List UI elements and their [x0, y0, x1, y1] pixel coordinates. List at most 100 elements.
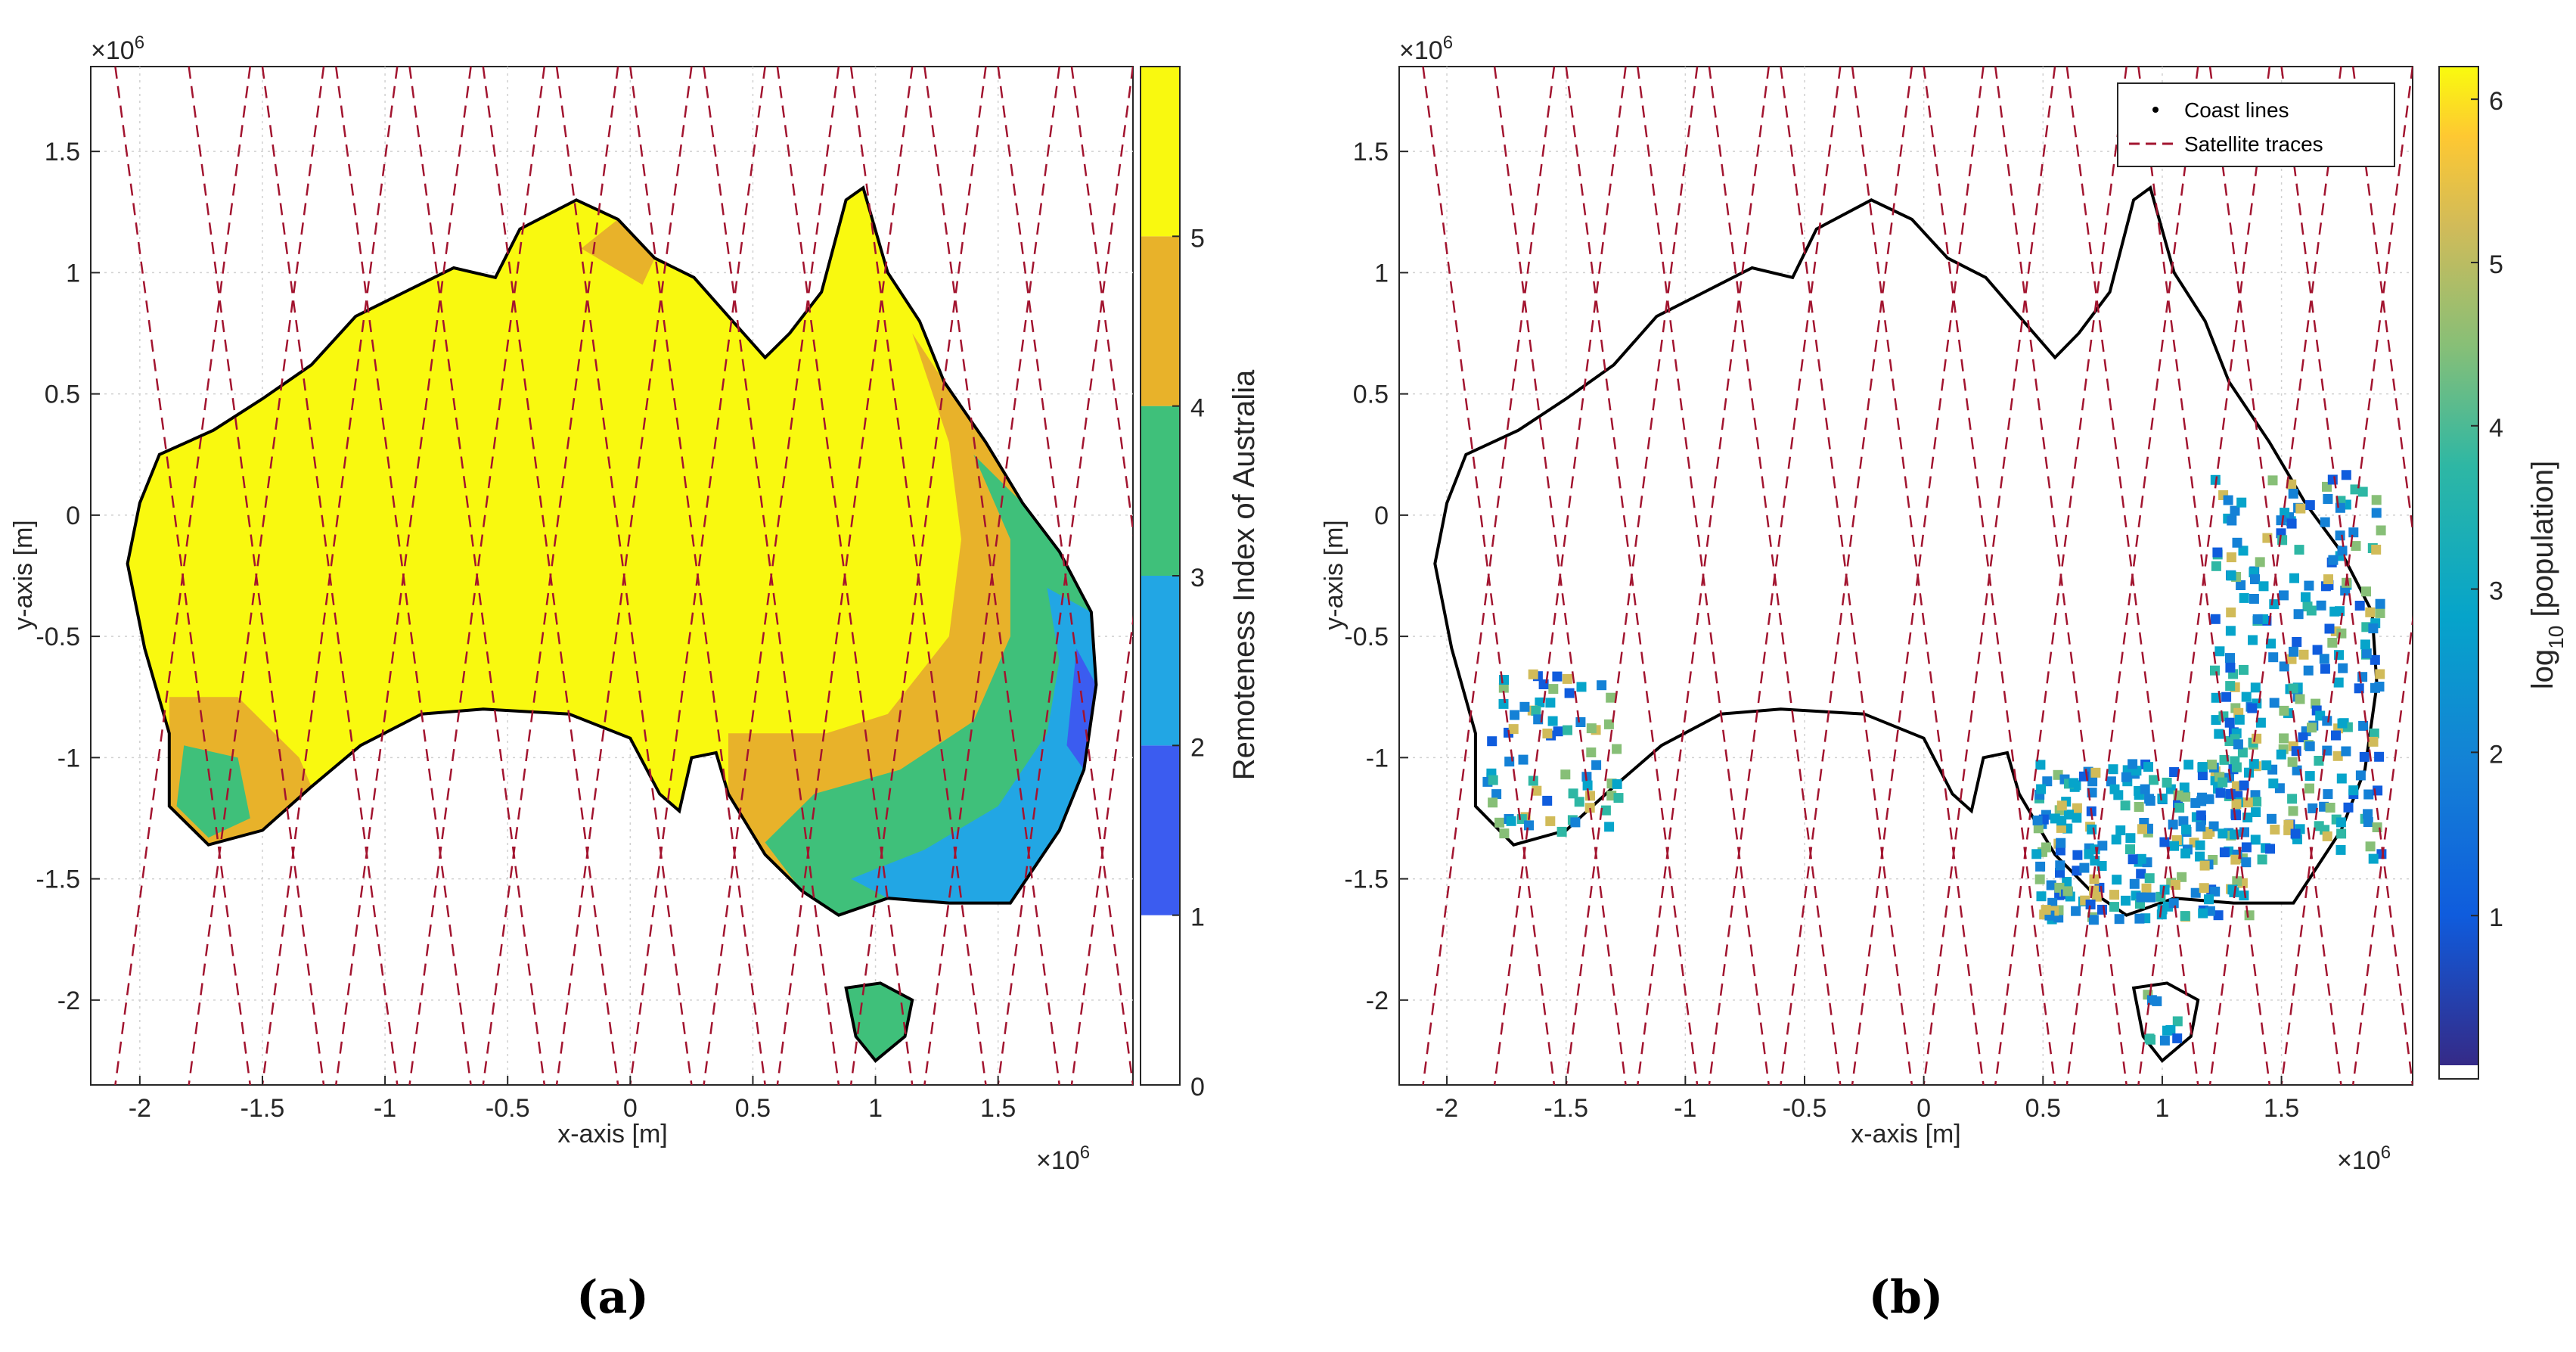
population-cell	[2162, 1025, 2172, 1036]
population-cell	[2286, 654, 2297, 664]
population-cell	[2062, 877, 2072, 887]
population-cell	[2327, 638, 2338, 648]
population-cell	[2365, 841, 2376, 852]
population-cell	[2247, 703, 2258, 713]
population-cell	[1562, 673, 1572, 684]
population-cell	[2136, 892, 2146, 903]
satellite-trace	[2280, 67, 2413, 1085]
y-tick-label: -2	[57, 987, 80, 1015]
population-cell	[2308, 803, 2318, 813]
x-tick-label: 1	[868, 1094, 883, 1123]
population-cell	[1498, 682, 1509, 693]
population-cell	[1613, 793, 1624, 803]
population-cell	[2286, 479, 2297, 490]
y-tick-label: 1	[66, 259, 80, 287]
population-cell	[2306, 605, 2317, 616]
population-cell	[2211, 561, 2221, 571]
population-cell	[1604, 822, 1615, 832]
population-cell	[1524, 820, 1534, 831]
population-cell	[2196, 810, 2206, 821]
population-cell	[2348, 527, 2359, 538]
colorbar-segment	[1141, 236, 1180, 406]
population-cell	[2221, 692, 2232, 702]
population-cell	[1570, 817, 1581, 828]
population-cell	[2227, 515, 2237, 526]
population-cell	[2097, 841, 2108, 851]
population-cell	[2134, 913, 2145, 924]
population-cell	[1542, 795, 1553, 806]
colorbar-tick-label: 1	[2489, 903, 2503, 932]
y-axis-label-b: y-axis [m]	[1320, 520, 1349, 629]
population-cell	[2223, 495, 2233, 505]
x-tick-label: -0.5	[486, 1094, 530, 1123]
satellite-trace	[629, 67, 766, 1085]
population-cell	[1545, 816, 1556, 826]
population-cell	[2337, 718, 2348, 729]
colorbar-tick-label: 4	[1190, 394, 1205, 423]
population-cell	[2304, 741, 2315, 751]
population-cell	[2087, 824, 2097, 835]
population-cell	[2319, 654, 2329, 664]
population-cell	[2325, 803, 2335, 813]
population-cell	[2368, 736, 2379, 747]
population-cell	[1597, 680, 1607, 691]
colorbar-remoteness: 0 1 2 3 4 5	[1140, 66, 1205, 1102]
population-cell	[2168, 898, 2179, 909]
population-cell	[2265, 844, 2275, 854]
satellite-trace	[408, 67, 546, 1085]
satellite-trace	[555, 67, 693, 1085]
population-cell	[2226, 552, 2236, 563]
colorbar-gradient	[2439, 67, 2478, 1065]
population-cell	[2357, 486, 2368, 497]
population-cell	[2090, 856, 2100, 866]
population-cell	[2323, 494, 2333, 504]
region-regional-west	[176, 745, 250, 838]
population-cell	[2368, 623, 2379, 634]
population-cell	[2125, 844, 2135, 854]
legend-coast-lines: Coast lines	[2184, 98, 2289, 122]
colorbar-tick-label: 0	[1190, 1073, 1205, 1102]
population-cell	[2212, 547, 2223, 558]
population-cell	[2097, 904, 2107, 915]
population-cell	[2056, 816, 2067, 826]
population-cell	[2239, 890, 2249, 901]
population-cell	[2323, 789, 2333, 800]
population-cell	[2255, 717, 2266, 728]
population-cell	[1585, 791, 1595, 801]
population-cell	[2348, 785, 2359, 796]
population-cell	[2269, 599, 2280, 610]
population-cell	[2214, 646, 2225, 657]
population-cell	[2279, 733, 2289, 744]
population-cell	[2327, 474, 2338, 485]
x-tick-label: -1.5	[1544, 1094, 1588, 1123]
satellite-trace	[1070, 614, 1133, 1085]
population-cell	[2033, 823, 2044, 834]
satellite-trace	[1565, 67, 1699, 1085]
population-cell	[2055, 860, 2065, 871]
population-cell	[2211, 715, 2221, 726]
population-cell	[2304, 500, 2315, 511]
population-cell	[2156, 909, 2167, 920]
population-cell	[2109, 784, 2120, 794]
population-cell	[2343, 802, 2354, 813]
population-cell	[2351, 541, 2361, 552]
x-tick-label: 0	[1916, 1094, 1931, 1123]
colorbar-segment	[1141, 67, 1180, 237]
x-tick-label: 0.5	[2025, 1094, 2061, 1123]
population-cell	[2332, 751, 2343, 761]
x-tick-label: -1	[1674, 1094, 1696, 1123]
population-cell	[2055, 868, 2065, 878]
population-cell	[2369, 728, 2379, 738]
population-cell	[2230, 505, 2240, 516]
population-cell	[2322, 831, 2332, 841]
population-cell	[2143, 762, 2153, 772]
y-exponent-b: ×106	[1399, 33, 1453, 65]
population-cell	[1531, 706, 1541, 716]
population-cell	[2146, 892, 2156, 903]
population-cell	[2032, 815, 2043, 825]
population-cell	[2134, 802, 2144, 812]
population-cell	[2085, 900, 2096, 909]
y-tick-label: -1.5	[1344, 866, 1389, 894]
population-cell	[1612, 744, 1622, 754]
